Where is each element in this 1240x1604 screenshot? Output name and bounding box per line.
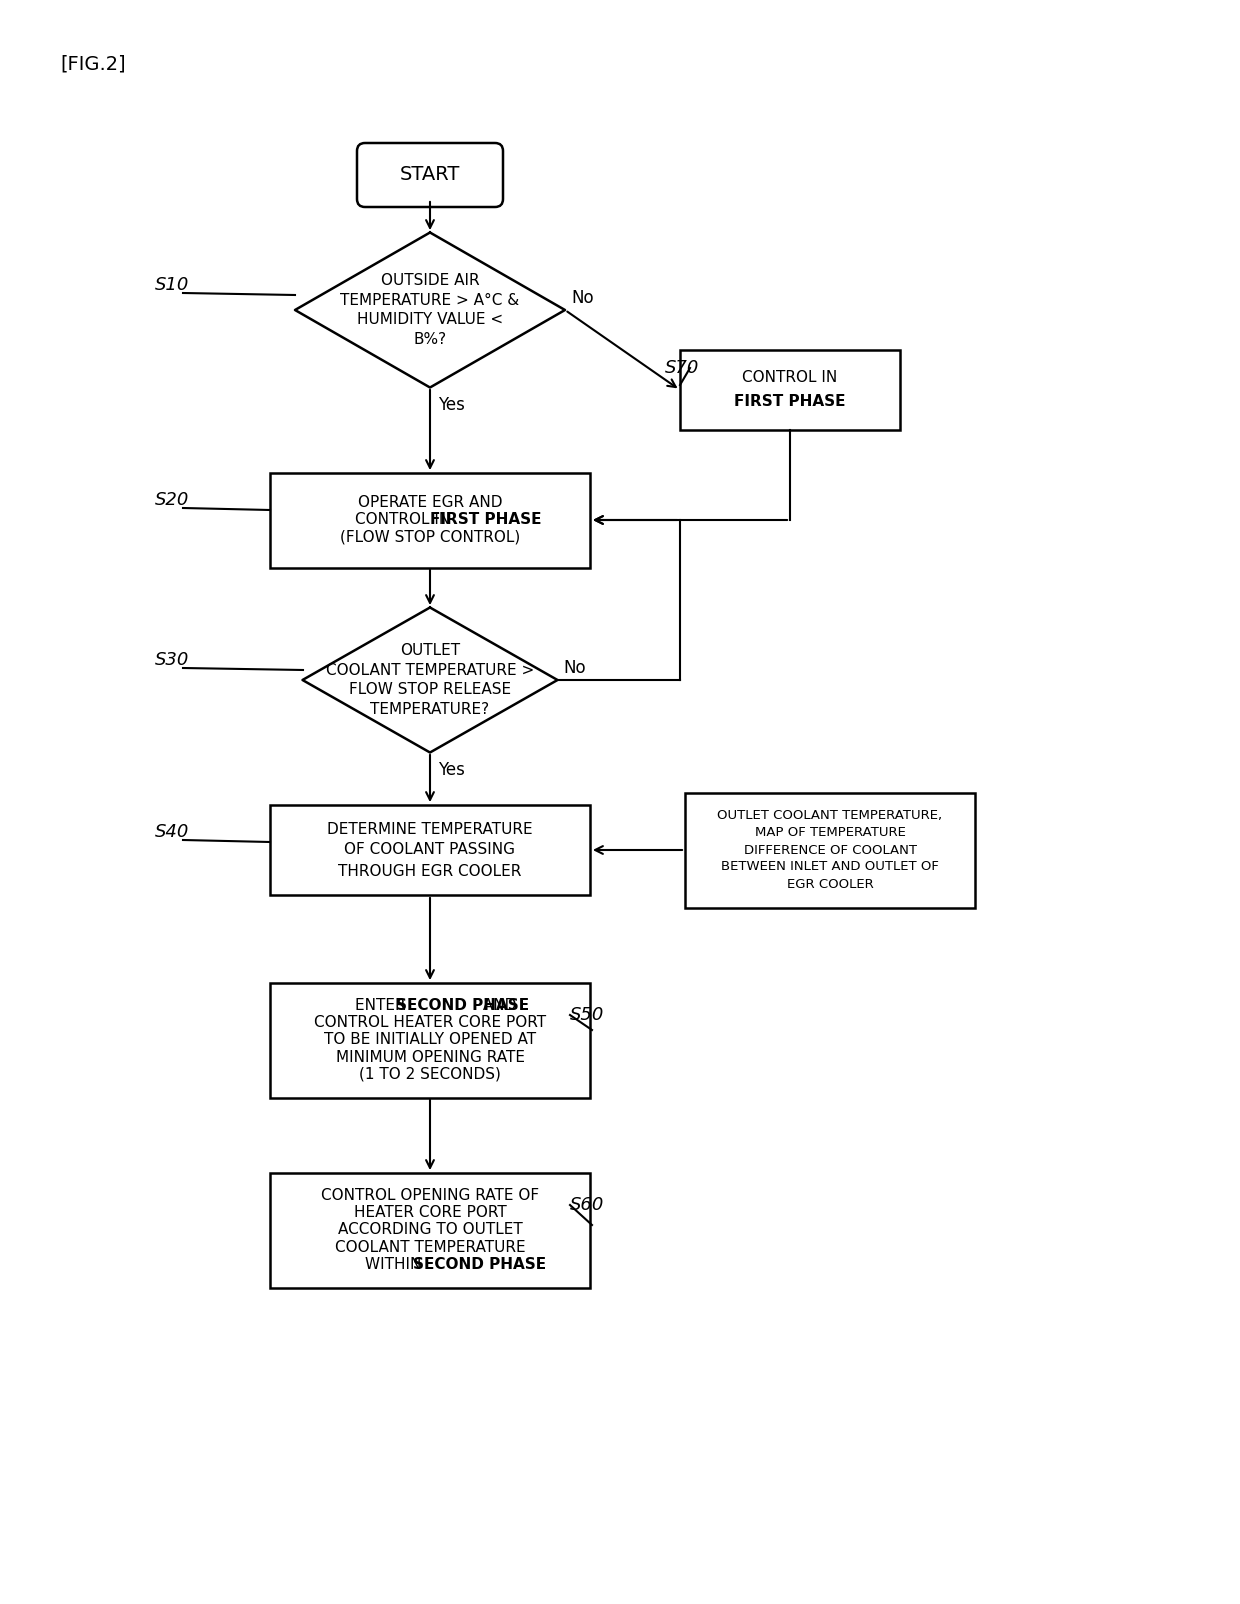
Text: CONTROL IN: CONTROL IN <box>355 513 455 528</box>
Text: (1 TO 2 SECONDS): (1 TO 2 SECONDS) <box>360 1067 501 1081</box>
Text: TO BE INITIALLY OPENED AT: TO BE INITIALLY OPENED AT <box>324 1033 536 1047</box>
Text: CONTROL IN: CONTROL IN <box>743 371 838 385</box>
Text: MINIMUM OPENING RATE: MINIMUM OPENING RATE <box>336 1049 525 1065</box>
Text: [FIG.2]: [FIG.2] <box>60 55 125 74</box>
Text: S10: S10 <box>155 276 190 294</box>
Bar <box>270 983 590 1097</box>
Text: (FLOW STOP CONTROL): (FLOW STOP CONTROL) <box>340 529 520 544</box>
Text: COOLANT TEMPERATURE: COOLANT TEMPERATURE <box>335 1240 526 1254</box>
Text: SECOND PHASE: SECOND PHASE <box>413 1256 546 1272</box>
Bar <box>680 350 900 430</box>
Text: S20: S20 <box>155 491 190 508</box>
Text: OUTLET COOLANT TEMPERATURE,
MAP OF TEMPERATURE
DIFFERENCE OF COOLANT
BETWEEN INL: OUTLET COOLANT TEMPERATURE, MAP OF TEMPE… <box>718 810 942 890</box>
Text: FIRST PHASE: FIRST PHASE <box>430 513 542 528</box>
Text: OUTLET
COOLANT TEMPERATURE >
FLOW STOP RELEASE
TEMPERATURE?: OUTLET COOLANT TEMPERATURE > FLOW STOP R… <box>326 643 534 717</box>
Text: No: No <box>563 659 585 677</box>
Bar <box>270 805 590 895</box>
Text: S40: S40 <box>155 823 190 840</box>
Text: CONTROL OPENING RATE OF: CONTROL OPENING RATE OF <box>321 1189 539 1203</box>
Text: AND: AND <box>477 998 516 1014</box>
Text: CONTROL HEATER CORE PORT: CONTROL HEATER CORE PORT <box>314 1015 546 1030</box>
Text: S50: S50 <box>570 1006 604 1023</box>
Text: FIRST PHASE: FIRST PHASE <box>734 395 846 409</box>
Text: S70: S70 <box>665 359 699 377</box>
Bar <box>684 792 975 908</box>
Text: ACCORDING TO OUTLET: ACCORDING TO OUTLET <box>337 1222 522 1238</box>
Text: S60: S60 <box>570 1197 604 1214</box>
Text: No: No <box>570 289 594 306</box>
Text: Yes: Yes <box>438 396 465 414</box>
Text: HEATER CORE PORT: HEATER CORE PORT <box>353 1206 506 1221</box>
Text: WITHIN: WITHIN <box>366 1256 427 1272</box>
Bar <box>270 1173 590 1288</box>
Text: S30: S30 <box>155 651 190 669</box>
Text: OPERATE EGR AND: OPERATE EGR AND <box>358 496 502 510</box>
Text: ENTER: ENTER <box>355 998 410 1014</box>
Polygon shape <box>303 608 558 752</box>
FancyBboxPatch shape <box>357 143 503 207</box>
Text: SECOND PHASE: SECOND PHASE <box>396 998 529 1014</box>
Text: DETERMINE TEMPERATURE
OF COOLANT PASSING
THROUGH EGR COOLER: DETERMINE TEMPERATURE OF COOLANT PASSING… <box>327 821 533 879</box>
Text: START: START <box>399 165 460 184</box>
Text: Yes: Yes <box>438 760 465 780</box>
Text: OUTSIDE AIR
TEMPERATURE > A°C &
HUMIDITY VALUE <
B%?: OUTSIDE AIR TEMPERATURE > A°C & HUMIDITY… <box>340 273 520 346</box>
Polygon shape <box>295 233 565 388</box>
Bar <box>270 473 590 568</box>
